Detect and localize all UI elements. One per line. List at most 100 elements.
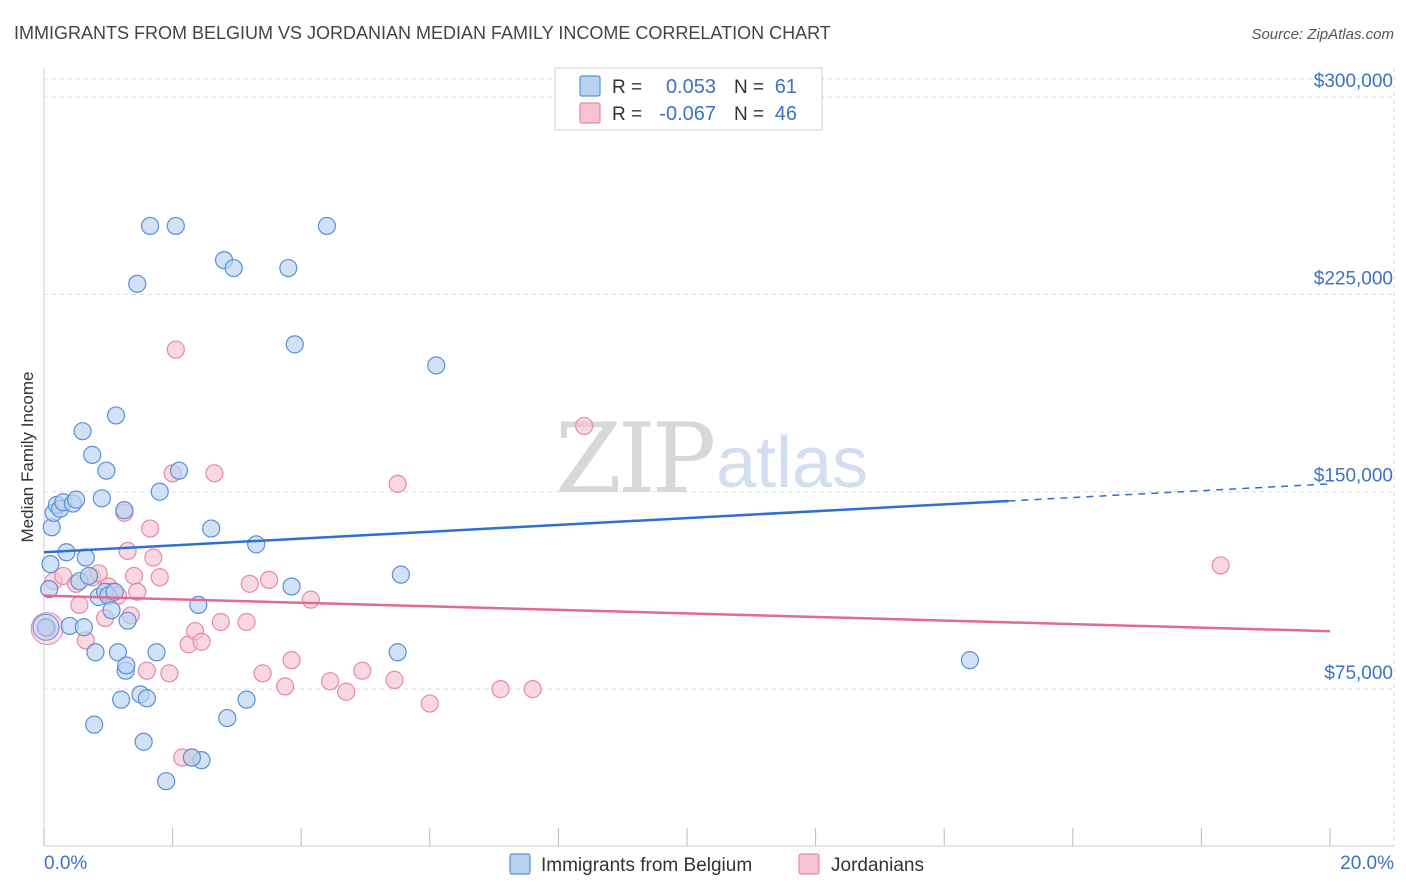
y-tick-label: $300,000	[1314, 71, 1393, 92]
jordanians-point	[420, 694, 439, 713]
belgium-point	[147, 643, 166, 662]
legend-label-belgium: Immigrants from Belgium	[541, 855, 752, 876]
y-tick-label: $150,000	[1314, 466, 1393, 487]
belgium-point	[182, 748, 201, 767]
belgium-point	[960, 651, 980, 670]
trend-line-jordanians	[43, 594, 1331, 633]
jordanians-point	[253, 664, 272, 683]
belgium-point	[282, 577, 301, 596]
belgium-point	[73, 422, 92, 441]
stats-r-value-jordanians: -0.067	[659, 103, 716, 125]
belgium-point	[117, 656, 136, 675]
belgium-point	[41, 555, 60, 574]
jordanians-point	[144, 548, 163, 567]
x-tick-label-min: 0.0%	[44, 853, 87, 874]
stats-legend-swatch-belgium	[579, 75, 601, 97]
belgium-point	[247, 535, 266, 554]
stats-r-label-jordanians: R =	[612, 104, 642, 125]
belgium-point	[427, 356, 446, 375]
belgium-point	[105, 582, 124, 601]
legend-label-jordanians: Jordanians	[831, 855, 924, 876]
stats-legend-swatch-jordanians	[579, 102, 601, 124]
belgium-point	[83, 445, 102, 464]
belgium-point	[79, 566, 99, 586]
jordanians-point	[205, 464, 224, 483]
belgium-point	[102, 601, 121, 620]
jordanians-point	[237, 612, 256, 632]
belgium-point	[391, 565, 410, 584]
belgium-point	[224, 258, 243, 278]
series-belgium-points	[32, 216, 980, 791]
belgium-point	[317, 216, 337, 236]
belgium-point	[106, 406, 126, 425]
belgium-point	[108, 643, 128, 662]
jordanians-point	[124, 566, 144, 586]
jordanians-point	[1211, 556, 1230, 575]
jordanians-point	[259, 570, 279, 589]
belgium-point	[118, 611, 137, 630]
belgium-point	[237, 690, 256, 709]
jordanians-point	[337, 682, 356, 701]
jordanians-point	[321, 672, 340, 691]
belgium-point	[134, 732, 153, 751]
watermark: ZIP atlas	[555, 403, 868, 515]
belgium-point	[67, 490, 86, 509]
stats-n-label-jordanians: N =	[734, 104, 764, 125]
y-tick-labels: $75,000 $150,000 $225,000 $300,000	[1314, 71, 1393, 684]
jordanians-point	[70, 595, 89, 614]
trend-line-belgium-extension	[1008, 483, 1331, 502]
stats-n-value-jordanians: 46	[775, 103, 797, 125]
jordanians-point	[240, 574, 259, 593]
jordanians-point	[118, 541, 137, 561]
jordanians-point	[137, 661, 156, 680]
belgium-point	[115, 501, 134, 520]
stats-n-label-belgium: N =	[734, 77, 764, 98]
belgium-point	[86, 643, 105, 662]
jordanians-point	[491, 680, 510, 699]
belgium-point	[74, 618, 93, 637]
jordanians-point	[276, 677, 295, 696]
watermark-atlas: atlas	[716, 423, 868, 503]
jordanians-point	[523, 680, 542, 699]
belgium-point	[40, 580, 59, 599]
jordanians-point	[150, 568, 169, 587]
belgium-point	[166, 216, 185, 236]
belgium-point	[202, 519, 221, 538]
belgium-point	[285, 335, 304, 354]
belgium-point	[97, 461, 116, 480]
jordanians-point	[388, 474, 407, 493]
stats-n-value-belgium: 61	[775, 76, 797, 98]
chart-source: Source: ZipAtlas.com	[1251, 26, 1394, 43]
belgium-point	[85, 715, 104, 734]
stats-r-label-belgium: R =	[612, 77, 642, 98]
belgium-point	[137, 689, 156, 708]
belgium-point	[157, 772, 176, 791]
jordanians-point	[128, 582, 147, 601]
belgium-point	[92, 489, 111, 508]
belgium-point	[150, 482, 169, 501]
jordanians-point	[353, 661, 372, 680]
belgium-point	[112, 690, 131, 709]
y-tick-label: $75,000	[1324, 663, 1393, 684]
belgium-point	[388, 643, 407, 662]
jordanians-point	[282, 651, 301, 670]
x-tick-label-max: 20.0%	[1340, 853, 1394, 874]
belgium-point	[140, 216, 160, 236]
stats-r-value-belgium: 0.053	[666, 76, 716, 98]
jordanians-point	[211, 612, 230, 632]
trend-line-belgium	[43, 499, 1009, 554]
y-axis-title: Median Family Income	[18, 371, 37, 542]
legend-swatch-jordanians	[798, 853, 820, 875]
belgium-point	[218, 708, 237, 728]
stats-legend: R = 0.053 N = 61 R = -0.067 N = 46	[554, 67, 823, 131]
jordanians-point	[166, 340, 185, 359]
jordanians-point	[301, 590, 320, 609]
jordanians-point	[160, 664, 179, 683]
x-ticks	[43, 828, 1331, 846]
belgium-point-large	[32, 613, 60, 641]
belgium-point	[279, 258, 298, 278]
chart-title: IMMIGRANTS FROM BELGIUM VS JORDANIAN MED…	[14, 23, 831, 43]
trend-lines	[43, 483, 1331, 633]
y-tick-label: $225,000	[1314, 268, 1393, 289]
